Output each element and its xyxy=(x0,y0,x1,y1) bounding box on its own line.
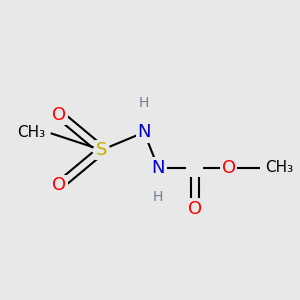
Text: N: N xyxy=(152,159,165,177)
Text: S: S xyxy=(96,141,107,159)
Text: H: H xyxy=(153,190,164,204)
Text: O: O xyxy=(52,106,66,124)
Text: CH₃: CH₃ xyxy=(266,160,294,175)
Text: O: O xyxy=(222,159,236,177)
Text: O: O xyxy=(52,176,66,194)
Text: H: H xyxy=(139,96,149,110)
Text: N: N xyxy=(137,123,151,141)
Text: O: O xyxy=(188,200,202,218)
Text: CH₃: CH₃ xyxy=(17,125,45,140)
